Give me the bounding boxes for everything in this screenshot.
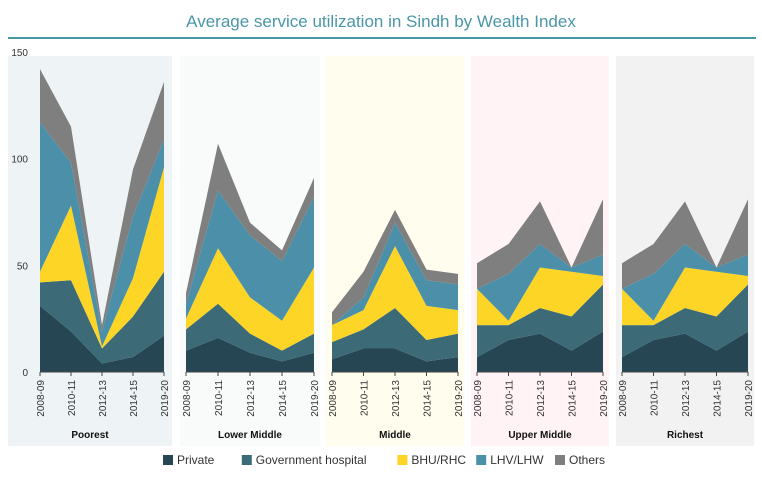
area-bhu-rhc xyxy=(477,267,603,326)
area-others xyxy=(477,199,603,289)
legend-label: LHV/LHW xyxy=(490,453,544,467)
x-tick-label: 2014-15 xyxy=(278,380,289,417)
area-lhv-lhw xyxy=(40,122,164,347)
legend-item-lhv-lhw: LHV/LHW xyxy=(476,453,544,467)
panel-upper-middle: 2008-09 2010-11 2012-13 2014-15 2019-20 Upper… xyxy=(471,56,610,446)
area-private xyxy=(622,331,748,372)
x-tick-label: 2008-09 xyxy=(618,380,629,417)
x-tick-label: 2019-20 xyxy=(310,380,321,417)
legend-label: BHU/RHC xyxy=(411,453,466,467)
legend-item-bhu-rhc: BHU/RHC xyxy=(397,453,466,467)
area-others xyxy=(622,199,748,289)
area-others xyxy=(332,209,458,326)
area-government-hospital xyxy=(186,303,314,362)
legend-swatch xyxy=(397,455,408,465)
panel-poorest: 0 50 100 150 2008-09 2010-11 2012-13 2014-15 201… xyxy=(8,48,172,446)
x-tick-label: 2010-11 xyxy=(214,380,225,416)
panel-label: Middle xyxy=(379,430,411,441)
area-private xyxy=(477,331,603,372)
area-private xyxy=(40,305,164,372)
x-tick-label: 2019-20 xyxy=(454,380,465,417)
area-private xyxy=(186,337,314,372)
area-bhu-rhc xyxy=(186,248,314,351)
legend-label: Others xyxy=(569,453,605,467)
area-government-hospital xyxy=(332,308,458,362)
x-tick-label: 2019-20 xyxy=(160,380,171,417)
area-others xyxy=(186,143,314,304)
x-tick-label: 2019-20 xyxy=(599,380,610,417)
legend-item-others: Others xyxy=(555,453,605,467)
x-tick-label: 2012-13 xyxy=(681,380,692,417)
legend-item-private: Private xyxy=(163,453,215,467)
panel-label: Richest xyxy=(667,430,704,441)
legend-swatch xyxy=(163,455,173,465)
area-government-hospital xyxy=(477,284,603,358)
x-tick-label: 2010-11 xyxy=(360,380,371,416)
x-tick-label: 2012-13 xyxy=(246,380,257,417)
x-tick-label: 2012-13 xyxy=(536,380,547,417)
x-tick-label: 2014-15 xyxy=(423,380,434,417)
area-private xyxy=(332,348,458,372)
x-tick-label: 2010-11 xyxy=(67,380,78,416)
legend-swatch xyxy=(241,455,252,465)
area-bhu-rhc xyxy=(40,167,164,349)
x-tick-label: 2008-09 xyxy=(36,380,47,417)
panel-label: Lower Middle xyxy=(218,430,282,441)
area-lhv-lhw xyxy=(477,244,603,321)
y-tick-label: 150 xyxy=(11,48,28,59)
legend-label: Government hospital xyxy=(256,453,367,467)
x-tick-label: 2008-09 xyxy=(182,380,193,417)
legend-label: Private xyxy=(177,453,215,467)
x-tick-label: 2010-11 xyxy=(505,380,516,416)
x-tick-label: 2019-20 xyxy=(744,380,755,417)
area-government-hospital xyxy=(622,284,748,358)
y-tick-label: 100 xyxy=(11,155,28,166)
y-tick-label: 50 xyxy=(17,261,29,272)
panel-richest: 2008-09 2010-11 2012-13 2014-15 2019-20 Riche… xyxy=(616,56,755,446)
legend-swatch xyxy=(476,455,487,465)
x-tick-label: 2008-09 xyxy=(473,380,484,417)
panel-label: Upper Middle xyxy=(508,430,572,441)
x-tick-label: 2014-15 xyxy=(129,380,140,417)
panel-label: Poorest xyxy=(71,430,109,441)
area-others xyxy=(40,69,164,332)
area-lhv-lhw xyxy=(186,190,314,321)
x-tick-label: 2014-15 xyxy=(568,380,579,417)
panels-layer: 0 50 100 150 2008-09 2010-11 2012-13 2014-15 201… xyxy=(8,48,755,446)
x-tick-label: 2012-13 xyxy=(391,380,402,417)
area-bhu-rhc xyxy=(622,267,748,326)
panel-middle: 2008-09 2010-11 2012-13 2014-15 2019-20 Middl… xyxy=(326,56,465,446)
panel-lower-middle: 2008-09 2010-11 2012-13 2014-15 2019-20 Lower… xyxy=(180,56,321,446)
x-tick-label: 2012-13 xyxy=(98,380,109,417)
area-bhu-rhc xyxy=(332,246,458,343)
chart-title: Average service utilization in Sindh by … xyxy=(186,12,576,31)
x-tick-label: 2010-11 xyxy=(650,380,661,416)
legend: Private Government hospital BHU/RHC LHV/LHW… xyxy=(163,453,605,467)
area-lhv-lhw xyxy=(622,244,748,321)
y-tick-label: 0 xyxy=(22,368,28,379)
legend-swatch xyxy=(555,455,565,465)
legend-item-government-hospital: Government hospital xyxy=(241,453,367,467)
x-tick-label: 2014-15 xyxy=(713,380,724,417)
x-tick-label: 2008-09 xyxy=(328,380,339,417)
area-government-hospital xyxy=(40,271,164,364)
area-lhv-lhw xyxy=(332,222,458,326)
